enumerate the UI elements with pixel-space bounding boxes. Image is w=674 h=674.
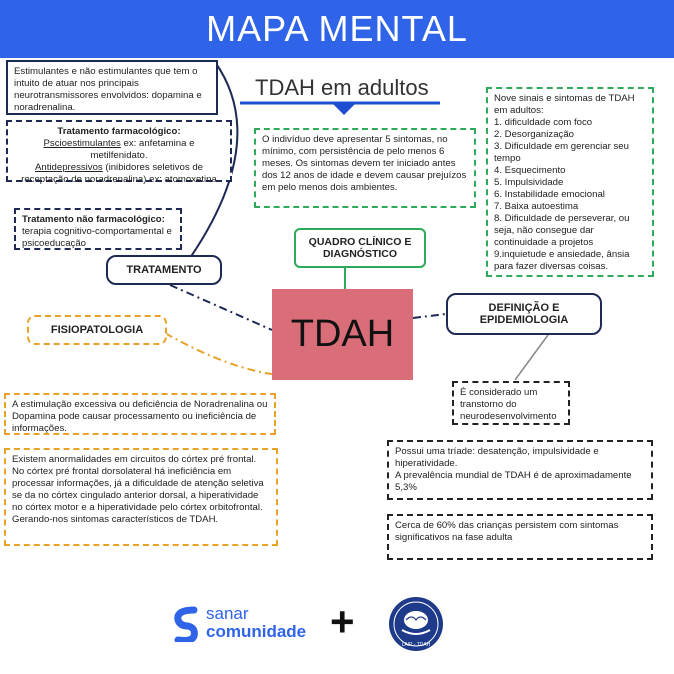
sinal-item-3: 3. Dificuldade em gerenciar seu tempo [494,141,629,164]
antidepressivos-term: Antidepressivos [35,162,103,173]
sinal-item-7: 7. Baixa autoestima [494,201,579,212]
farmacologico-title: Tratamento farmacológico: [57,126,181,137]
laip-seal-logo: LAIP - TDAH [388,596,444,652]
definicao-box-3: Cerca de 60% das crianças persistem com … [387,514,653,560]
seal-text: LAIP - TDAH [402,642,431,648]
page-title: MAPA MENTAL [0,0,674,58]
definicao-text-2b: A prevalência mundial de TDAH é de aprox… [395,470,632,493]
sanar-wordmark-1: sanar [206,604,249,623]
definicao-text-2a: Possui uma tríade: desatenção, impulsivi… [395,446,599,469]
center-node: TDAH [272,289,413,380]
sinal-item-6: 6. Instabilidade emocional [494,189,605,200]
subtitle: TDAH em adultos [255,75,429,100]
fisiopatologia-box-2: Existem anormalidades em circuitos do có… [4,448,278,546]
quadro-clinico-label: QUADRO CLÍNICO E DIAGNÓSTICO [294,228,426,268]
psicoestimulantes-term: Pscioestimulantes [43,138,121,149]
sanar-logo: sanar comunidade [172,604,317,644]
sinal-item-2: 2. Desorganização [494,129,574,140]
nao-farmacologico-box: Tratamento não farmacológico: terapia co… [14,208,182,250]
sinal-item-8: 8. Dificuldade de perseverar, ou seja, n… [494,213,630,248]
sinais-title: Nove sinais e sintomas de TDAH em adulto… [494,93,635,116]
sinal-item-4: 4. Esquecimento [494,165,566,176]
fisiopatologia-text-1: A estimulação excessiva ou deficiência d… [12,399,268,434]
sinal-item-1: 1. dificuldade com foco [494,117,593,128]
nao-farmacologico-title: Tratamento não farmacológico: [22,214,165,225]
definicao-text-1: É considerado um transtorno do neurodese… [460,387,557,422]
definicao-label: DEFINIÇÃO E EPIDEMIOLOGIA [446,293,602,335]
sanar-wordmark-2: comunidade [206,622,307,641]
definicao-box-2: Possui uma tríade: desatenção, impulsivi… [387,440,653,500]
definicao-box-1: É considerado um transtorno do neurodese… [452,381,570,425]
sinais-box: Nove sinais e sintomas de TDAH em adulto… [486,87,654,277]
psicoestimulantes-text: ex: anfetamina e metilfenidato. [90,138,195,161]
sinal-item-9: 9.inquietude e ansiedade, ânsia para faz… [494,249,630,272]
sanar-icon [174,606,198,642]
fisiopatologia-label: FISIOPATOLOGIA [27,315,167,345]
plus-sign: + [330,598,355,645]
farmacologico-box: Tratamento farmacológico: Pscioestimulan… [6,120,232,185]
quadro-clinico-text: O indivíduo deve apresentar 5 sintomas, … [262,134,467,193]
fisiopatologia-box-1: A estimulação excessiva ou deficiência d… [4,393,276,435]
estimulantes-box: Estimulantes e não estimulantes que tem … [6,60,218,115]
tratamento-label: TRATAMENTO [106,255,222,285]
antidepressivos-text: (inibidores seletivos de receptação de n… [21,162,217,185]
nao-farmacologico-text: terapia cognitivo-comportamental e psico… [22,226,172,249]
fisiopatologia-text-2: Existem anormalidades em circuitos do có… [12,454,264,525]
estimulantes-text: Estimulantes e não estimulantes que tem … [14,66,202,113]
sinal-item-5: 5. Impulsividade [494,177,564,188]
definicao-text-3: Cerca de 60% das crianças persistem com … [395,520,619,543]
quadro-clinico-box: O indivíduo deve apresentar 5 sintomas, … [254,128,476,208]
